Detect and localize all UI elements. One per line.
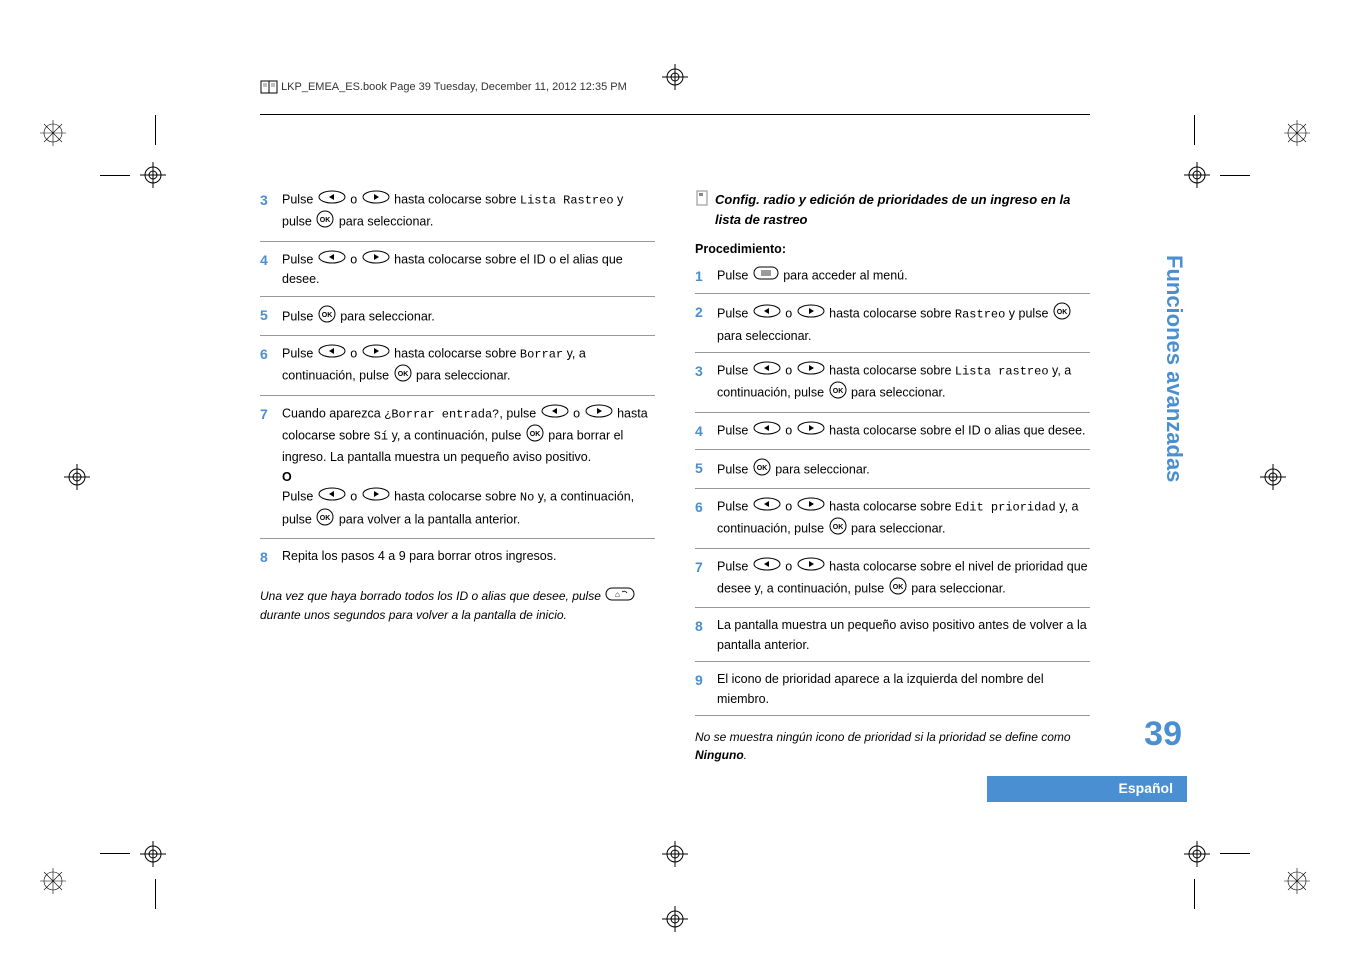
step-3: 3 Pulse o hasta colocarse sobre Lista Ra… [260, 190, 655, 242]
right-arrow-icon [362, 190, 390, 210]
ok-icon: OK [829, 381, 847, 405]
ok-icon: OK [316, 210, 334, 234]
procedure-label: Procedimiento: [695, 240, 1090, 259]
right-arrow-icon [797, 557, 825, 577]
header-rule [260, 114, 1090, 115]
left-arrow-icon [753, 421, 781, 441]
step-7: 7 Cuando aparezca ¿Borrar entrada?, puls… [260, 404, 655, 539]
right-arrow-icon [362, 487, 390, 507]
crosshair-icon [662, 906, 688, 932]
ok-icon: OK [829, 517, 847, 541]
right-arrow-icon [797, 361, 825, 381]
side-tab: Funciones avanzadas [1159, 255, 1187, 555]
svg-text:OK: OK [832, 388, 843, 395]
ok-icon: OK [318, 305, 336, 329]
crop-tick [155, 879, 156, 909]
svg-text:OK: OK [320, 515, 331, 522]
left-arrow-icon [753, 497, 781, 517]
step-number: 3 [260, 190, 282, 212]
reg-mark-icon [40, 120, 66, 146]
reg-mark-icon [40, 868, 66, 894]
svg-text:OK: OK [832, 524, 843, 531]
left-footnote: Una vez que haya borrado todos los ID o … [260, 587, 655, 624]
rstep-2: 2 Pulse o hasta colocarse sobre Rastreo … [695, 302, 1090, 353]
svg-text:OK: OK [1057, 309, 1068, 316]
svg-text:OK: OK [322, 312, 333, 319]
ok-icon: OK [1053, 302, 1071, 326]
ok-icon: OK [889, 577, 907, 601]
step-4: 4 Pulse o hasta colocarse sobre el ID o … [260, 250, 655, 297]
crop-tick [1194, 879, 1195, 909]
right-arrow-icon [797, 304, 825, 324]
svg-text:OK: OK [892, 584, 903, 591]
menu-icon [753, 266, 779, 286]
right-footnote: No se muestra ningún icono de prioridad … [695, 728, 1090, 764]
right-arrow-icon [585, 404, 613, 424]
rstep-6: 6 Pulse o hasta colocarse sobre Edit pri… [695, 497, 1090, 549]
step-5: 5 Pulse OK para seleccionar. [260, 305, 655, 336]
step-6: 6 Pulse o hasta colocarse sobre Borrar y… [260, 344, 655, 396]
svg-text:OK: OK [530, 431, 541, 438]
header-book-icon [260, 81, 278, 93]
rstep-8: 8 La pantalla muestra un pequeño aviso p… [695, 616, 1090, 662]
rstep-7: 7 Pulse o hasta colocarse sobre el nivel… [695, 557, 1090, 609]
right-arrow-icon [797, 421, 825, 441]
right-arrow-icon [797, 497, 825, 517]
step-8: 8 Repita los pasos 4 a 9 para borrar otr… [260, 547, 655, 575]
rstep-4: 4 Pulse o hasta colocarse sobre el ID o … [695, 421, 1090, 450]
reg-mark-icon [1284, 868, 1310, 894]
right-arrow-icon [362, 250, 390, 270]
left-arrow-icon [541, 404, 569, 424]
page: LKP_EMEA_ES.book Page 39 Tuesday, Decemb… [80, 80, 1270, 874]
rstep-9: 9 El icono de prioridad aparece a la izq… [695, 670, 1090, 716]
left-arrow-icon [318, 190, 346, 210]
svg-text:⌂: ⌂ [615, 590, 620, 599]
ok-icon: OK [316, 508, 334, 532]
right-arrow-icon [362, 344, 390, 364]
language-bar: Español [987, 776, 1187, 802]
ok-icon: OK [753, 458, 771, 482]
left-arrow-icon [753, 304, 781, 324]
left-arrow-icon [318, 250, 346, 270]
page-number: 39 [1144, 715, 1182, 754]
left-arrow-icon [753, 557, 781, 577]
svg-text:OK: OK [397, 371, 408, 378]
ok-icon: OK [526, 424, 544, 448]
left-arrow-icon [753, 361, 781, 381]
home-icon: ⌂ [605, 587, 635, 606]
left-arrow-icon [318, 487, 346, 507]
left-arrow-icon [318, 344, 346, 364]
rstep-3: 3 Pulse o hasta colocarse sobre Lista ra… [695, 361, 1090, 413]
section-title: Config. radio y edición de prioridades d… [695, 190, 1090, 230]
rstep-5: 5 Pulse OK para seleccionar. [695, 458, 1090, 489]
left-column: 3 Pulse o hasta colocarse sobre Lista Ra… [260, 190, 655, 764]
reg-mark-icon [1284, 120, 1310, 146]
doc-icon [695, 190, 709, 212]
ok-icon: OK [394, 364, 412, 388]
svg-text:OK: OK [757, 465, 768, 472]
running-head: LKP_EMEA_ES.book Page 39 Tuesday, Decemb… [260, 80, 1270, 94]
rstep-1: 1 Pulse para acceder al menú. [695, 266, 1090, 295]
right-column: Config. radio y edición de prioridades d… [695, 190, 1090, 764]
svg-text:OK: OK [320, 217, 331, 224]
runhead-text: LKP_EMEA_ES.book Page 39 Tuesday, Decemb… [281, 81, 627, 93]
